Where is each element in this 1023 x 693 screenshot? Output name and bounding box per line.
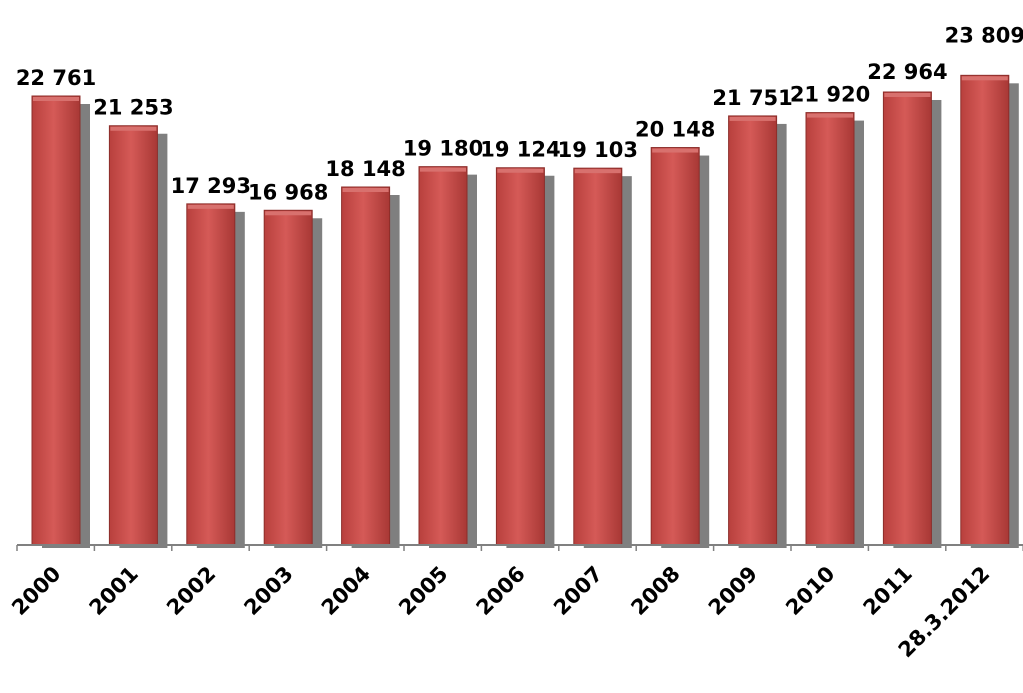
category-labels: 2000 2001 2002 2003 2004 2005 2006 2007 2008 2009… bbox=[7, 562, 994, 663]
value-label: 21 751 bbox=[712, 86, 792, 110]
bar bbox=[418, 166, 468, 546]
bar bbox=[108, 125, 158, 546]
value-label: 22 964 bbox=[867, 60, 947, 84]
bar bbox=[805, 112, 855, 546]
value-label: 21 920 bbox=[790, 83, 870, 107]
bar bbox=[495, 167, 545, 546]
value-label: 19 180 bbox=[403, 137, 483, 161]
bar-top-highlight bbox=[884, 92, 931, 97]
bar-top-highlight bbox=[574, 169, 621, 174]
category-label: 2003 bbox=[239, 562, 297, 620]
bar-top-highlight bbox=[807, 113, 853, 118]
category-label: 2000 bbox=[7, 562, 65, 620]
bar bbox=[341, 186, 391, 546]
value-label: 20 148 bbox=[635, 118, 715, 142]
bar bbox=[263, 209, 313, 546]
bar-top-highlight bbox=[187, 204, 234, 209]
category-label: 2007 bbox=[549, 562, 607, 620]
value-label: 19 124 bbox=[480, 138, 560, 162]
category-label: 2002 bbox=[162, 562, 220, 620]
bar-top-highlight bbox=[961, 76, 1008, 81]
bars bbox=[31, 74, 1010, 546]
category-label: 2006 bbox=[472, 562, 530, 620]
value-label: 21 253 bbox=[93, 96, 173, 120]
value-label: 22 761 bbox=[16, 66, 96, 90]
value-label: 16 968 bbox=[248, 180, 328, 204]
bar-top-highlight bbox=[33, 97, 79, 101]
category-label: 2004 bbox=[317, 562, 375, 620]
bar bbox=[650, 147, 700, 546]
bar bbox=[960, 74, 1010, 546]
value-label: 18 148 bbox=[325, 157, 405, 181]
bar-top-highlight bbox=[342, 187, 389, 192]
bar-top-highlight bbox=[420, 167, 466, 172]
category-label: 2005 bbox=[394, 562, 452, 620]
bar bbox=[186, 203, 236, 546]
x-axis bbox=[16, 544, 1023, 551]
category-label: 2008 bbox=[626, 562, 684, 620]
bar bbox=[728, 115, 778, 546]
bar-top-highlight bbox=[497, 168, 544, 173]
bar bbox=[31, 95, 81, 546]
category-label: 2001 bbox=[85, 562, 143, 620]
value-label: 23 809 bbox=[945, 23, 1023, 47]
category-label: 2009 bbox=[704, 562, 762, 620]
category-label: 2010 bbox=[781, 562, 839, 620]
bar-top-highlight bbox=[110, 126, 157, 131]
bar bbox=[882, 91, 932, 546]
category-label: 2011 bbox=[859, 562, 917, 620]
bar-top-highlight bbox=[729, 116, 776, 121]
bar bbox=[573, 167, 623, 546]
value-label: 17 293 bbox=[171, 174, 251, 198]
bar-top-highlight bbox=[652, 148, 699, 153]
bar-top-highlight bbox=[265, 211, 312, 216]
value-label: 19 103 bbox=[558, 138, 638, 162]
